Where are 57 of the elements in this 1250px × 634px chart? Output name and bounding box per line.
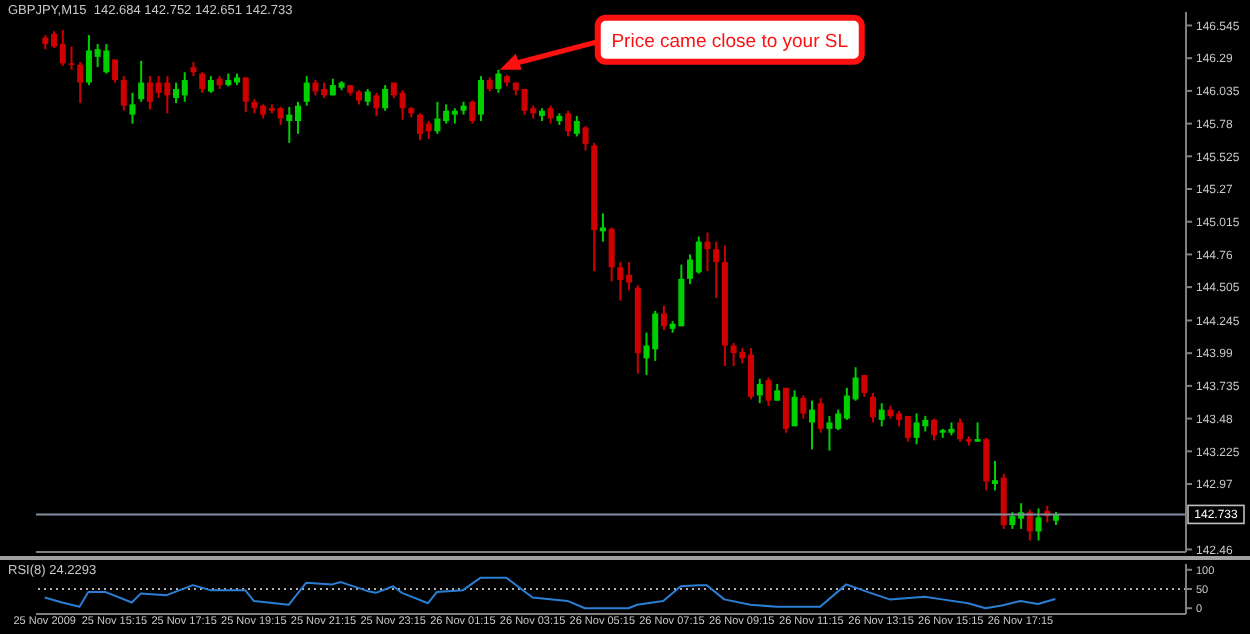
candlestick <box>521 87 528 116</box>
candlestick <box>878 402 885 428</box>
candlestick <box>1035 507 1042 542</box>
candlestick <box>477 75 484 123</box>
candlestick <box>756 377 763 405</box>
candlestick <box>469 99 476 125</box>
candlestick <box>870 391 877 424</box>
candlestick <box>434 100 441 135</box>
candlestick <box>68 45 75 71</box>
candlestick <box>565 109 572 138</box>
candlestick <box>791 389 798 428</box>
candlestick <box>678 263 685 328</box>
candlestick <box>1000 472 1007 530</box>
candlestick <box>155 75 162 99</box>
candlestick <box>730 341 737 368</box>
candlestick <box>129 91 136 125</box>
candlestick <box>695 235 702 275</box>
candlestick <box>913 412 920 446</box>
candlestick <box>957 417 964 443</box>
candlestick <box>599 212 606 243</box>
candlestick <box>617 261 624 302</box>
line-series <box>43 576 1057 610</box>
candlestick <box>983 436 990 492</box>
candlestick <box>765 376 772 407</box>
candlestick <box>138 59 145 103</box>
candlestick <box>112 58 119 84</box>
candlestick <box>242 76 249 114</box>
candlestick <box>373 91 380 117</box>
annotation: Price came close to your SL <box>611 30 849 53</box>
candlestick <box>286 105 293 144</box>
candlestick <box>495 68 502 94</box>
candlestick <box>991 459 998 492</box>
candlestick <box>181 71 188 103</box>
candlestick <box>826 415 833 452</box>
candlestick <box>704 231 711 273</box>
candlestick <box>303 75 310 107</box>
candlestick <box>199 71 206 94</box>
candlestick <box>800 394 807 420</box>
candlestick <box>77 61 84 105</box>
candlestick <box>817 397 824 434</box>
candlestick <box>573 114 580 138</box>
candlestick <box>809 399 816 451</box>
candlestick <box>164 75 171 115</box>
candlestick <box>173 81 180 105</box>
candlestick <box>399 89 406 121</box>
candlestick <box>660 304 667 332</box>
candlestick <box>782 386 789 434</box>
candlestick <box>974 421 981 443</box>
candlestick <box>930 417 937 442</box>
candlestick <box>582 125 589 152</box>
candlestick <box>713 240 720 300</box>
candlestick <box>608 226 615 283</box>
candlestick <box>904 415 911 443</box>
candlestick <box>103 43 110 75</box>
candlestick <box>120 75 127 112</box>
candlestick <box>59 28 66 67</box>
candlestick <box>382 84 389 112</box>
